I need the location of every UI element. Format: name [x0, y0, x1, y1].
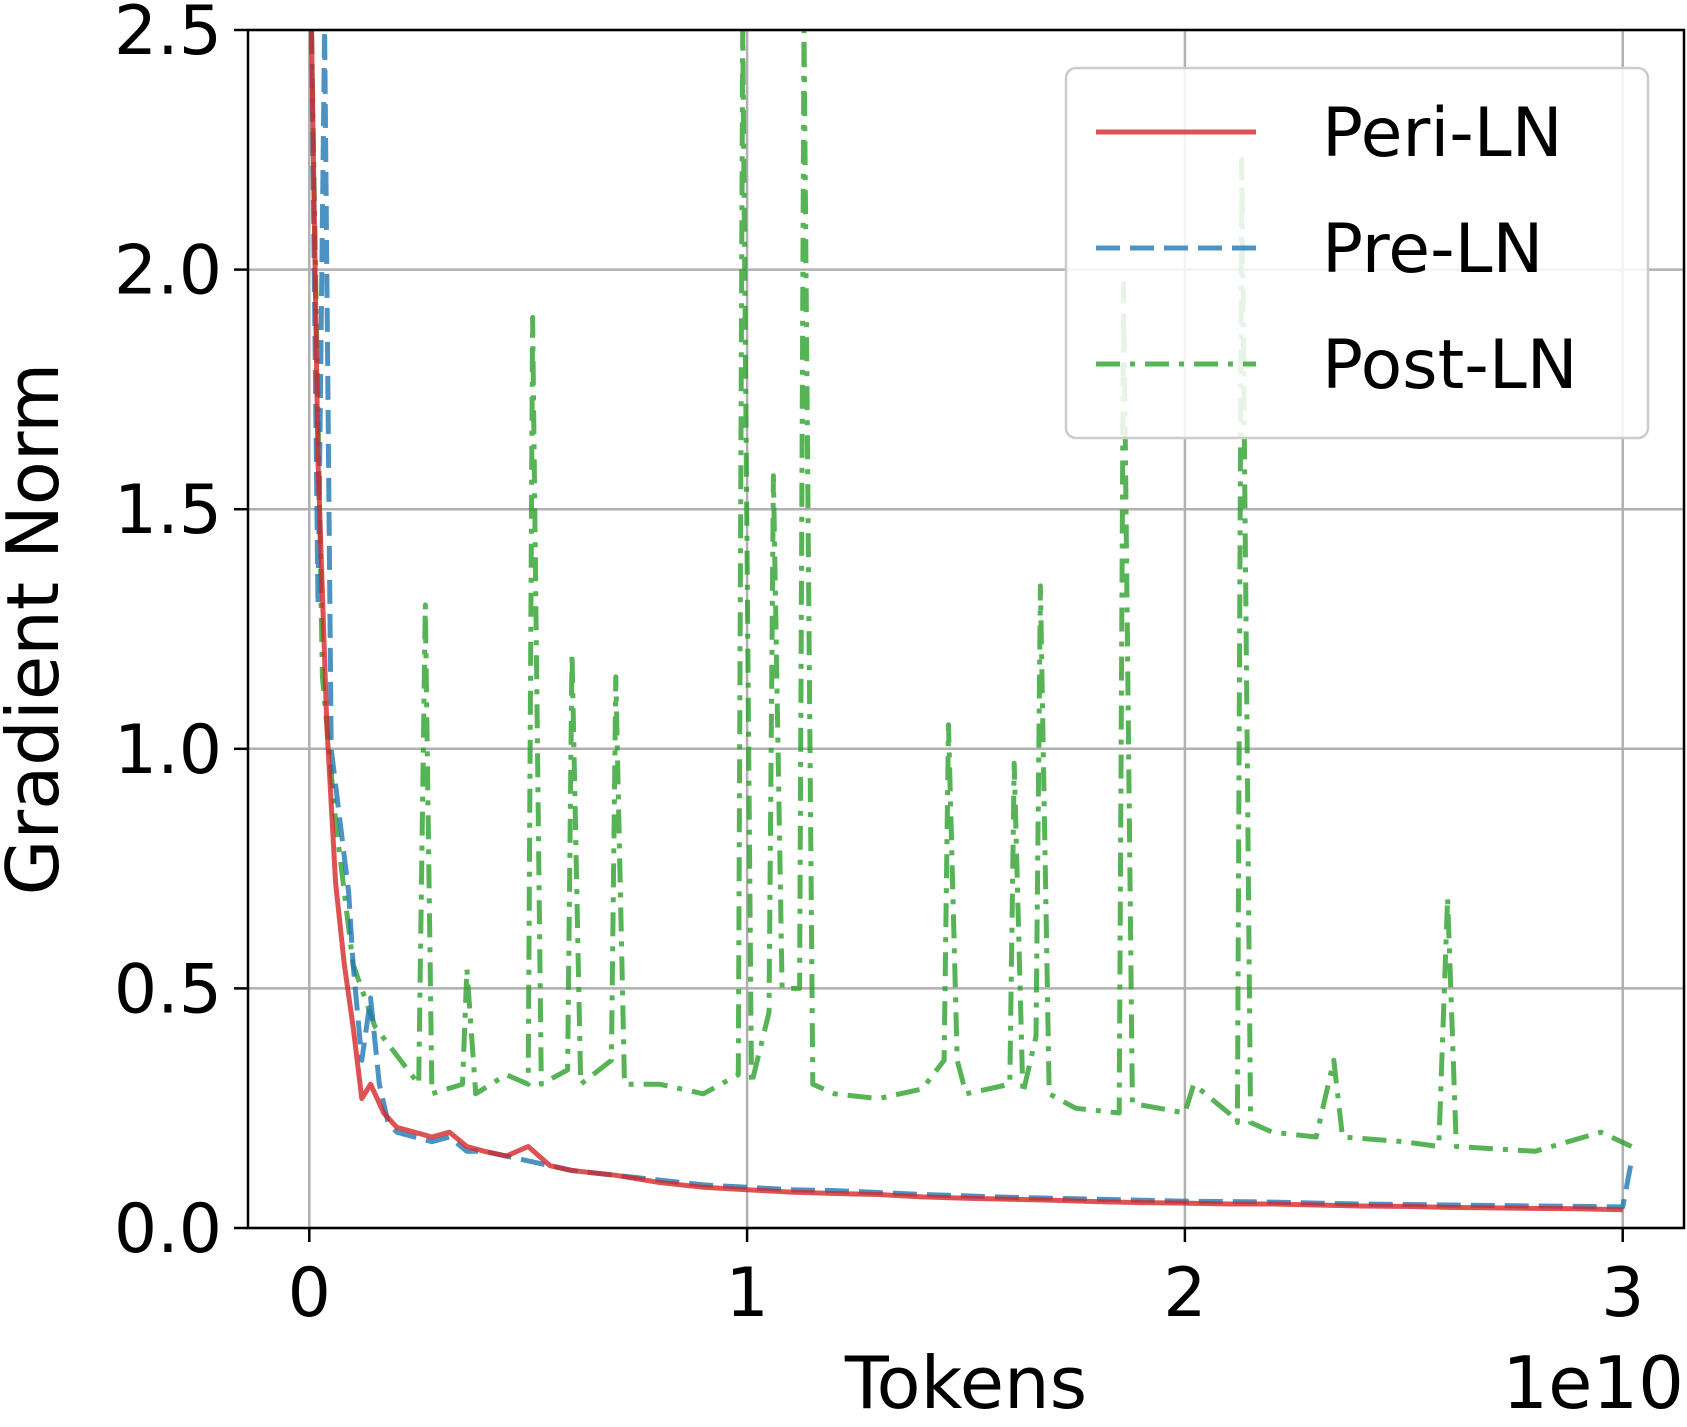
- y-tick-label: 2.5: [114, 0, 222, 71]
- y-axis-title: Gradient Norm: [0, 363, 75, 896]
- series-line-post-ln: [309, 30, 1633, 1154]
- legend-box: [1064, 66, 1650, 440]
- x-tick-label: 1: [725, 1254, 768, 1333]
- x-tick-label: 0: [288, 1254, 331, 1333]
- y-tick-label: 1.5: [114, 471, 222, 550]
- y-tick-label: 0.0: [114, 1190, 222, 1269]
- legend-label-post-ln: Post-LN: [1322, 326, 1578, 405]
- series-layer: [309, 30, 1634, 1213]
- x-offset-label: 1e10: [1502, 1341, 1684, 1425]
- y-tick-label: 2.0: [114, 232, 222, 311]
- x-axis-title: Tokens: [844, 1341, 1087, 1425]
- legend-label-peri-ln: Peri-LN: [1322, 94, 1563, 173]
- ticks: 0 1 2 3 0.0 0.5 1.0 1.5 2.0 2.5: [114, 0, 1644, 1333]
- x-tick-label: 2: [1163, 1254, 1206, 1333]
- legend: Peri-LN Pre-LN Post-LN: [1064, 66, 1650, 440]
- legend-label-pre-ln: Pre-LN: [1322, 210, 1543, 289]
- legend-entries: Peri-LN Pre-LN Post-LN: [1096, 94, 1578, 405]
- y-tick-label: 0.5: [114, 950, 222, 1029]
- series-line-peri-ln: [309, 30, 1623, 1213]
- y-tick-label: 1.0: [114, 711, 222, 790]
- plot-frame: [246, 28, 1686, 1230]
- x-tick-label: 3: [1601, 1254, 1644, 1333]
